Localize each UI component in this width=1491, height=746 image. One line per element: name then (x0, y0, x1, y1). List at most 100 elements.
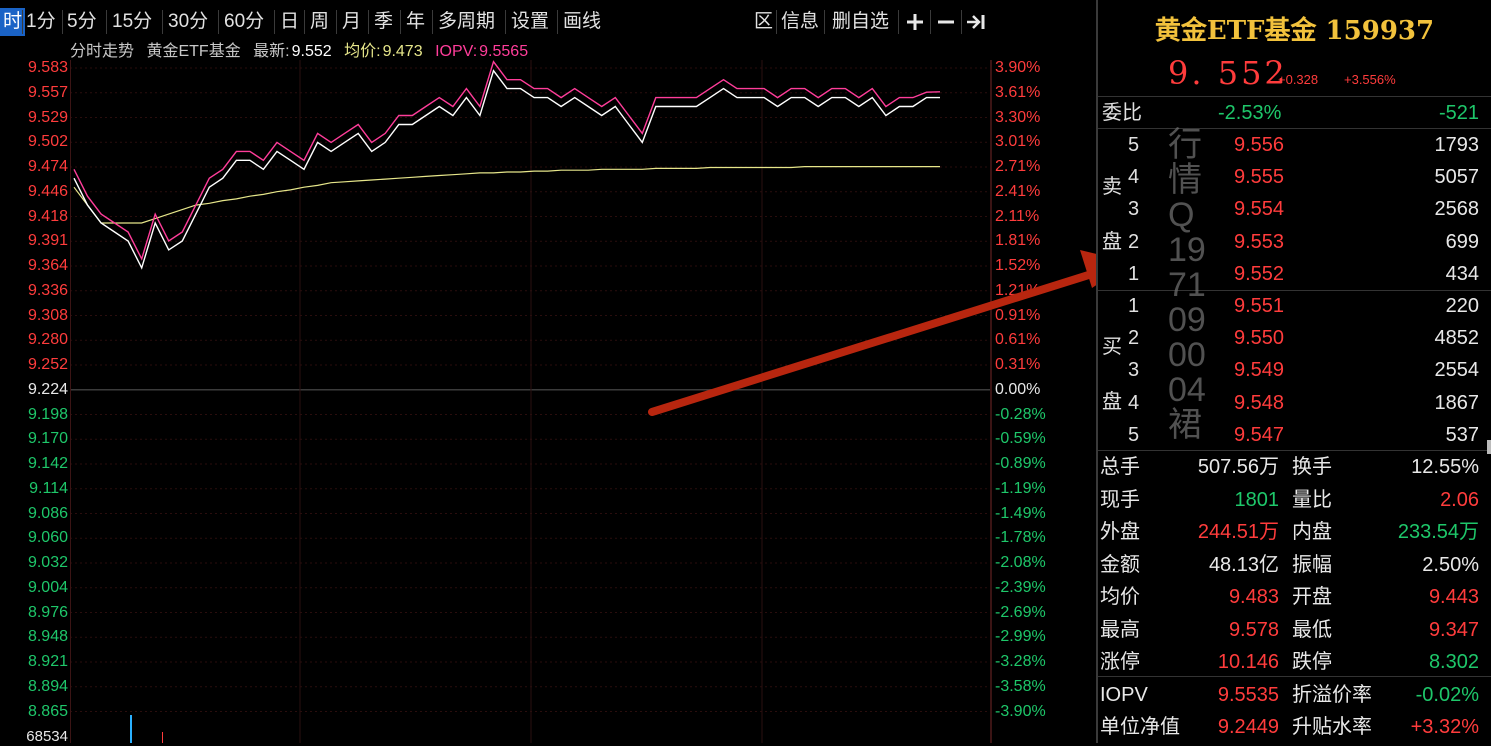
toolbar-divider (432, 10, 433, 34)
stat-value: 244.51万 (1197, 521, 1279, 543)
scroll-indicator[interactable] (1487, 440, 1491, 454)
percent-tick-label: -3.58% (995, 677, 1046, 695)
stat-value: -0.02% (1415, 683, 1479, 706)
minus-icon[interactable] (936, 8, 958, 36)
percent-tick-label: -2.99% (995, 628, 1046, 646)
sell-price[interactable]: 9.554 (1234, 198, 1285, 221)
percent-tick-label: 0.00% (995, 380, 1041, 398)
tab-week[interactable]: 周 (310, 11, 330, 32)
buy-side-label: 盘 (1102, 391, 1122, 413)
sell-price[interactable]: 9.552 (1234, 262, 1285, 285)
percent-tick-label: -3.90% (995, 702, 1046, 720)
percent-tick-label: -0.28% (995, 405, 1046, 423)
sell-level: 2 (1128, 230, 1140, 253)
quote-panel: 黄金ETF基金 159937 9. 552 +0.328 +3.556% 委比 … (1098, 0, 1491, 743)
toolbar-divider (368, 10, 369, 34)
sell-level: 5 (1128, 134, 1140, 156)
stat-label: IOPV (1100, 683, 1148, 706)
last-price: 9. 552 (1168, 54, 1288, 92)
buy-price[interactable]: 9.549 (1234, 359, 1285, 382)
buy-price[interactable]: 9.547 (1234, 423, 1285, 446)
zone-button[interactable]: 区 (754, 11, 774, 32)
buy-volume: 2554 (1434, 359, 1480, 382)
buy-volume: 220 (1445, 295, 1479, 317)
tab-15min[interactable]: 15分 (112, 11, 153, 32)
tab-intraday[interactable]: 时 (0, 8, 26, 36)
stat-label: 折溢价率 (1292, 683, 1372, 706)
stat-label: 外盘 (1100, 521, 1140, 543)
divider (1098, 450, 1491, 451)
buy-price[interactable]: 9.551 (1234, 295, 1285, 317)
sell-price[interactable]: 9.555 (1234, 166, 1285, 189)
toolbar-divider (106, 10, 107, 34)
price-change-pct: +3.556% (1344, 72, 1396, 87)
percent-tick-label: -3.28% (995, 653, 1046, 670)
sell-price[interactable]: 9.556 (1234, 134, 1285, 156)
price-tick-label: 9.198 (27, 405, 68, 423)
buy-price[interactable]: 9.550 (1234, 327, 1285, 350)
series-line (73, 165, 940, 224)
price-change: +0.328 (1278, 72, 1319, 87)
stat-value: 9.347 (1428, 618, 1479, 641)
price-tick-label: 9.142 (27, 455, 68, 472)
weibi-label: 委比 (1102, 102, 1142, 124)
tab-year[interactable]: 年 (406, 11, 426, 32)
stat-value: 9.483 (1228, 586, 1279, 608)
tab-draw-line[interactable]: 画线 (563, 11, 602, 32)
tab-day[interactable]: 日 (280, 11, 300, 32)
plus-icon[interactable] (905, 8, 927, 36)
tab-30min[interactable]: 30分 (168, 11, 209, 32)
stat-value: 9.443 (1428, 586, 1479, 608)
series-line (73, 60, 941, 261)
price-tick-label: 9.224 (27, 380, 68, 398)
volume-bar (162, 732, 163, 743)
toolbar-divider (961, 10, 962, 34)
tab-settings[interactable]: 设置 (511, 11, 550, 32)
tab-multi-period[interactable]: 多周期 (438, 11, 496, 32)
stat-label: 跌停 (1292, 651, 1332, 673)
toolbar-divider (898, 10, 899, 34)
tab-quarter[interactable]: 季 (374, 11, 394, 32)
intraday-chart[interactable] (70, 60, 992, 743)
chart-info-bar: 分时走势 黄金ETF基金 最新: 9.552 均价: 9.473 IOPV: 9.55… (70, 41, 536, 63)
tab-month[interactable]: 月 (342, 11, 362, 32)
stat-label: 开盘 (1292, 586, 1332, 608)
stat-label: 总手 (1100, 456, 1140, 478)
percent-tick-label: -1.78% (995, 529, 1046, 547)
info-button[interactable]: 信息 (781, 11, 820, 32)
percent-tick-label: 1.52% (995, 257, 1041, 274)
sell-price[interactable]: 9.553 (1234, 230, 1285, 253)
percent-tick-label: 3.61% (995, 83, 1041, 101)
collapse-right-icon[interactable] (966, 8, 988, 36)
stat-value: 9.5535 (1217, 683, 1279, 706)
percent-tick-label: 0.31% (995, 356, 1041, 373)
percent-tick-label: -2.08% (995, 554, 1046, 571)
price-tick-label: 9.032 (27, 554, 68, 571)
sell-volume: 1793 (1434, 134, 1480, 156)
sell-volume: 434 (1445, 262, 1479, 285)
buy-level: 3 (1128, 359, 1140, 382)
price-tick-label: 9.060 (27, 529, 68, 547)
tab-5min[interactable]: 5分 (67, 11, 97, 32)
stat-value: 2.50% (1422, 553, 1479, 576)
toolbar-divider (274, 10, 275, 34)
price-tick-label: 9.114 (29, 479, 68, 497)
stat-value: 12.55% (1411, 456, 1479, 478)
percent-tick-label: 2.41% (995, 182, 1041, 200)
buy-level: 1 (1128, 295, 1140, 317)
price-tick-label: 9.529 (27, 108, 68, 126)
price-tick-label: 8.976 (27, 603, 68, 621)
remove-watchlist-button[interactable]: 删自选 (832, 11, 890, 32)
price-tick-label: 9.308 (27, 306, 68, 324)
tab-1min[interactable]: 1分 (26, 11, 56, 32)
stat-value: 9.578 (1228, 618, 1279, 641)
buy-level: 2 (1128, 327, 1140, 350)
watermark-text: 行情Q1971090004裙 (1168, 126, 1206, 444)
sell-level: 4 (1128, 166, 1140, 189)
stat-value: +3.32% (1410, 716, 1479, 738)
percent-tick-label: 2.11% (995, 207, 1040, 225)
sell-volume: 699 (1445, 230, 1479, 253)
percent-tick-label: -1.19% (995, 479, 1046, 497)
tab-60min[interactable]: 60分 (224, 11, 265, 32)
buy-price[interactable]: 9.548 (1234, 391, 1285, 414)
